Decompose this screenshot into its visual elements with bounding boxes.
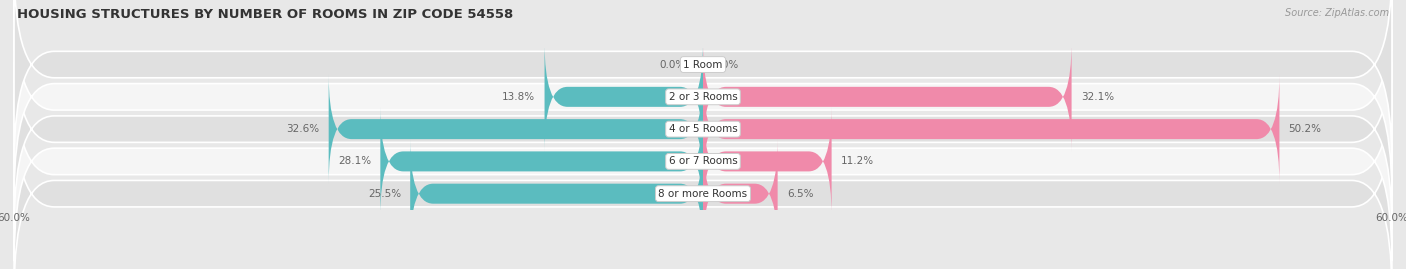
FancyBboxPatch shape	[381, 107, 703, 216]
Text: 4 or 5 Rooms: 4 or 5 Rooms	[669, 124, 737, 134]
FancyBboxPatch shape	[14, 29, 1392, 229]
Text: 0.0%: 0.0%	[713, 59, 738, 70]
FancyBboxPatch shape	[703, 42, 1071, 151]
Text: 6.5%: 6.5%	[787, 189, 813, 199]
FancyBboxPatch shape	[544, 42, 703, 151]
Text: 2 or 3 Rooms: 2 or 3 Rooms	[669, 92, 737, 102]
FancyBboxPatch shape	[329, 75, 703, 184]
Text: 25.5%: 25.5%	[368, 189, 401, 199]
Text: 1 Room: 1 Room	[683, 59, 723, 70]
Text: 8 or more Rooms: 8 or more Rooms	[658, 189, 748, 199]
Text: 6 or 7 Rooms: 6 or 7 Rooms	[669, 156, 737, 167]
FancyBboxPatch shape	[14, 0, 1392, 164]
FancyBboxPatch shape	[14, 94, 1392, 269]
Text: 0.0%: 0.0%	[659, 59, 686, 70]
Text: 11.2%: 11.2%	[841, 156, 875, 167]
Text: 50.2%: 50.2%	[1289, 124, 1322, 134]
FancyBboxPatch shape	[703, 139, 778, 248]
Text: HOUSING STRUCTURES BY NUMBER OF ROOMS IN ZIP CODE 54558: HOUSING STRUCTURES BY NUMBER OF ROOMS IN…	[17, 8, 513, 21]
Text: 28.1%: 28.1%	[337, 156, 371, 167]
FancyBboxPatch shape	[703, 75, 1279, 184]
FancyBboxPatch shape	[14, 62, 1392, 261]
Text: 13.8%: 13.8%	[502, 92, 536, 102]
Text: Source: ZipAtlas.com: Source: ZipAtlas.com	[1285, 8, 1389, 18]
Text: 32.6%: 32.6%	[287, 124, 319, 134]
FancyBboxPatch shape	[703, 107, 831, 216]
FancyBboxPatch shape	[411, 139, 703, 248]
Text: 32.1%: 32.1%	[1081, 92, 1114, 102]
FancyBboxPatch shape	[14, 0, 1392, 197]
